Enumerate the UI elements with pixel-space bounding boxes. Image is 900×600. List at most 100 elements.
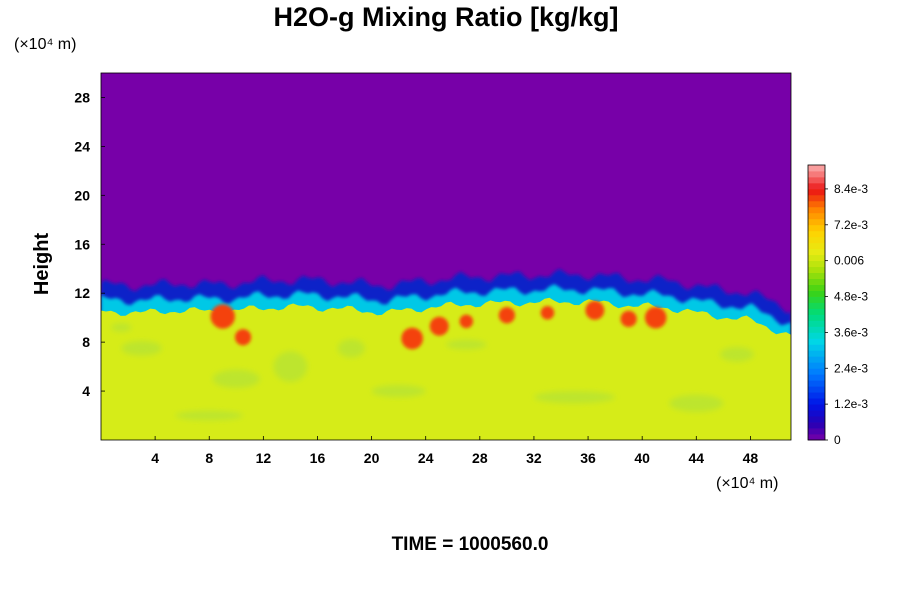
x-tick-label: 24 — [418, 450, 434, 466]
x-tick-label: 4 — [151, 450, 159, 466]
colorbar-segment — [808, 242, 825, 250]
colorbar-segment — [808, 380, 825, 387]
colorbar-segment — [808, 386, 825, 393]
colorbar-segment — [808, 176, 825, 184]
y-tick-label: 8 — [82, 334, 90, 350]
colorbar-segment — [808, 422, 825, 429]
moisture-spot — [644, 306, 667, 329]
colorbar-segment — [808, 254, 825, 262]
y-tick-label: 4 — [82, 383, 90, 399]
colorbar-segment — [808, 218, 825, 226]
colorbar-segment — [808, 314, 825, 321]
moisture-spot — [498, 307, 515, 324]
moisture-eddy — [669, 394, 724, 412]
moisture-eddy — [371, 384, 426, 398]
colorbar-segment — [808, 212, 825, 220]
colorbar-segment — [808, 302, 825, 309]
y-tick-label: 12 — [74, 285, 90, 301]
colorbar-tick-label: 7.2e-3 — [834, 218, 868, 232]
colorbar-tick-label: 1.2e-3 — [834, 397, 868, 411]
moisture-eddy — [121, 340, 162, 356]
colorbar-segment — [808, 236, 825, 244]
x-unit-label: (×10⁴ m) — [716, 475, 778, 492]
chart-title: H2O-g Mixing Ratio [kg/kg] — [273, 2, 618, 32]
colorbar-segment — [808, 170, 825, 178]
colorbar-segment — [808, 374, 825, 381]
moisture-spot — [620, 310, 637, 328]
moisture-eddy — [446, 339, 487, 350]
colorbar-segment — [808, 428, 825, 435]
moisture-eddy — [175, 410, 244, 421]
colorbar-segment — [808, 308, 825, 315]
y-tick-label: 16 — [74, 236, 90, 252]
colorbar-tick-label: 0.006 — [834, 254, 864, 268]
colorbar-segment — [808, 200, 825, 208]
colorbar-segment — [808, 416, 825, 423]
colorbar-segment — [808, 206, 825, 214]
time-label: TIME = 1000560.0 — [392, 534, 549, 555]
y-tick-label: 28 — [74, 89, 90, 105]
x-tick-label: 28 — [472, 450, 488, 466]
x-axis-ticks: 4 8 12 16 20 24 28 32 36 40 44 48 — [151, 436, 758, 466]
y-axis-ticks: 4 8 12 16 20 24 28 — [74, 89, 105, 399]
x-tick-label: 36 — [580, 450, 596, 466]
colorbar-tick-label: 2.4e-3 — [834, 361, 868, 375]
moisture-spot — [401, 327, 424, 350]
x-tick-label: 44 — [689, 450, 705, 466]
moisture-spot — [429, 316, 449, 336]
moisture-eddy — [111, 323, 132, 332]
moisture-eddy — [719, 347, 754, 362]
high-moisture-spots — [210, 300, 667, 350]
x-tick-label: 20 — [364, 450, 380, 466]
x-tick-label: 32 — [526, 450, 542, 466]
colorbar-tick-label: 8.4e-3 — [834, 182, 868, 196]
colorbar-frame — [807, 164, 826, 441]
colorbar-segment — [808, 266, 825, 274]
colorbar-segment — [808, 224, 825, 232]
colorbar-segment — [808, 194, 825, 202]
colorbar-segment — [808, 278, 825, 285]
x-tick-label: 40 — [634, 450, 650, 466]
colorbar-segment — [808, 350, 825, 357]
colorbar-segment — [808, 392, 825, 399]
moisture-eddy — [337, 339, 365, 358]
x-tick-label: 8 — [205, 450, 213, 466]
colorbar-segment — [808, 296, 825, 303]
moisture-eddy — [212, 369, 260, 389]
plot-frame — [100, 72, 792, 441]
colorbar-segment — [808, 344, 825, 351]
colorbar-segment — [808, 326, 825, 333]
colorbar-segment — [808, 165, 825, 172]
moisture-eddy — [533, 391, 616, 404]
colorbar-segment — [808, 248, 825, 256]
colorbar-segment — [808, 188, 825, 196]
colorbar-tick-label: 4.8e-3 — [834, 290, 868, 304]
colorbar-segment — [808, 338, 825, 345]
moisture-eddies — [111, 323, 754, 421]
colorbar — [807, 164, 826, 441]
colorbar-ticks: 0 1.2e-3 2.4e-3 3.6e-3 4.8e-3 0.006 7.2e-3 8.4e… — [825, 182, 868, 447]
x-tick-label: 48 — [743, 450, 759, 466]
colorbar-segment — [808, 320, 825, 327]
colorbar-segment — [808, 356, 825, 363]
moisture-spot — [540, 306, 555, 320]
colorbar-tick-label: 3.6e-3 — [834, 325, 868, 339]
y-unit-label: (×10⁴ m) — [14, 36, 76, 53]
colorbar-segment — [808, 362, 825, 369]
colorbar-segment — [808, 410, 825, 417]
x-tick-label: 16 — [310, 450, 326, 466]
colorbar-tick-label: 0 — [834, 433, 841, 447]
moisture-spot — [459, 314, 474, 329]
y-tick-label: 20 — [74, 187, 90, 203]
colorbar-segment — [808, 290, 825, 297]
moisture-spot — [585, 300, 605, 320]
colorbar-segment — [808, 182, 825, 190]
moisture-spot — [234, 329, 252, 346]
moist-lower-layer — [101, 297, 791, 440]
colorbar-segment — [808, 230, 825, 238]
colorbar-segment — [808, 404, 825, 411]
moisture-spot — [210, 304, 235, 329]
moisture-eddy — [273, 351, 308, 382]
colorbar-segment — [808, 332, 825, 339]
